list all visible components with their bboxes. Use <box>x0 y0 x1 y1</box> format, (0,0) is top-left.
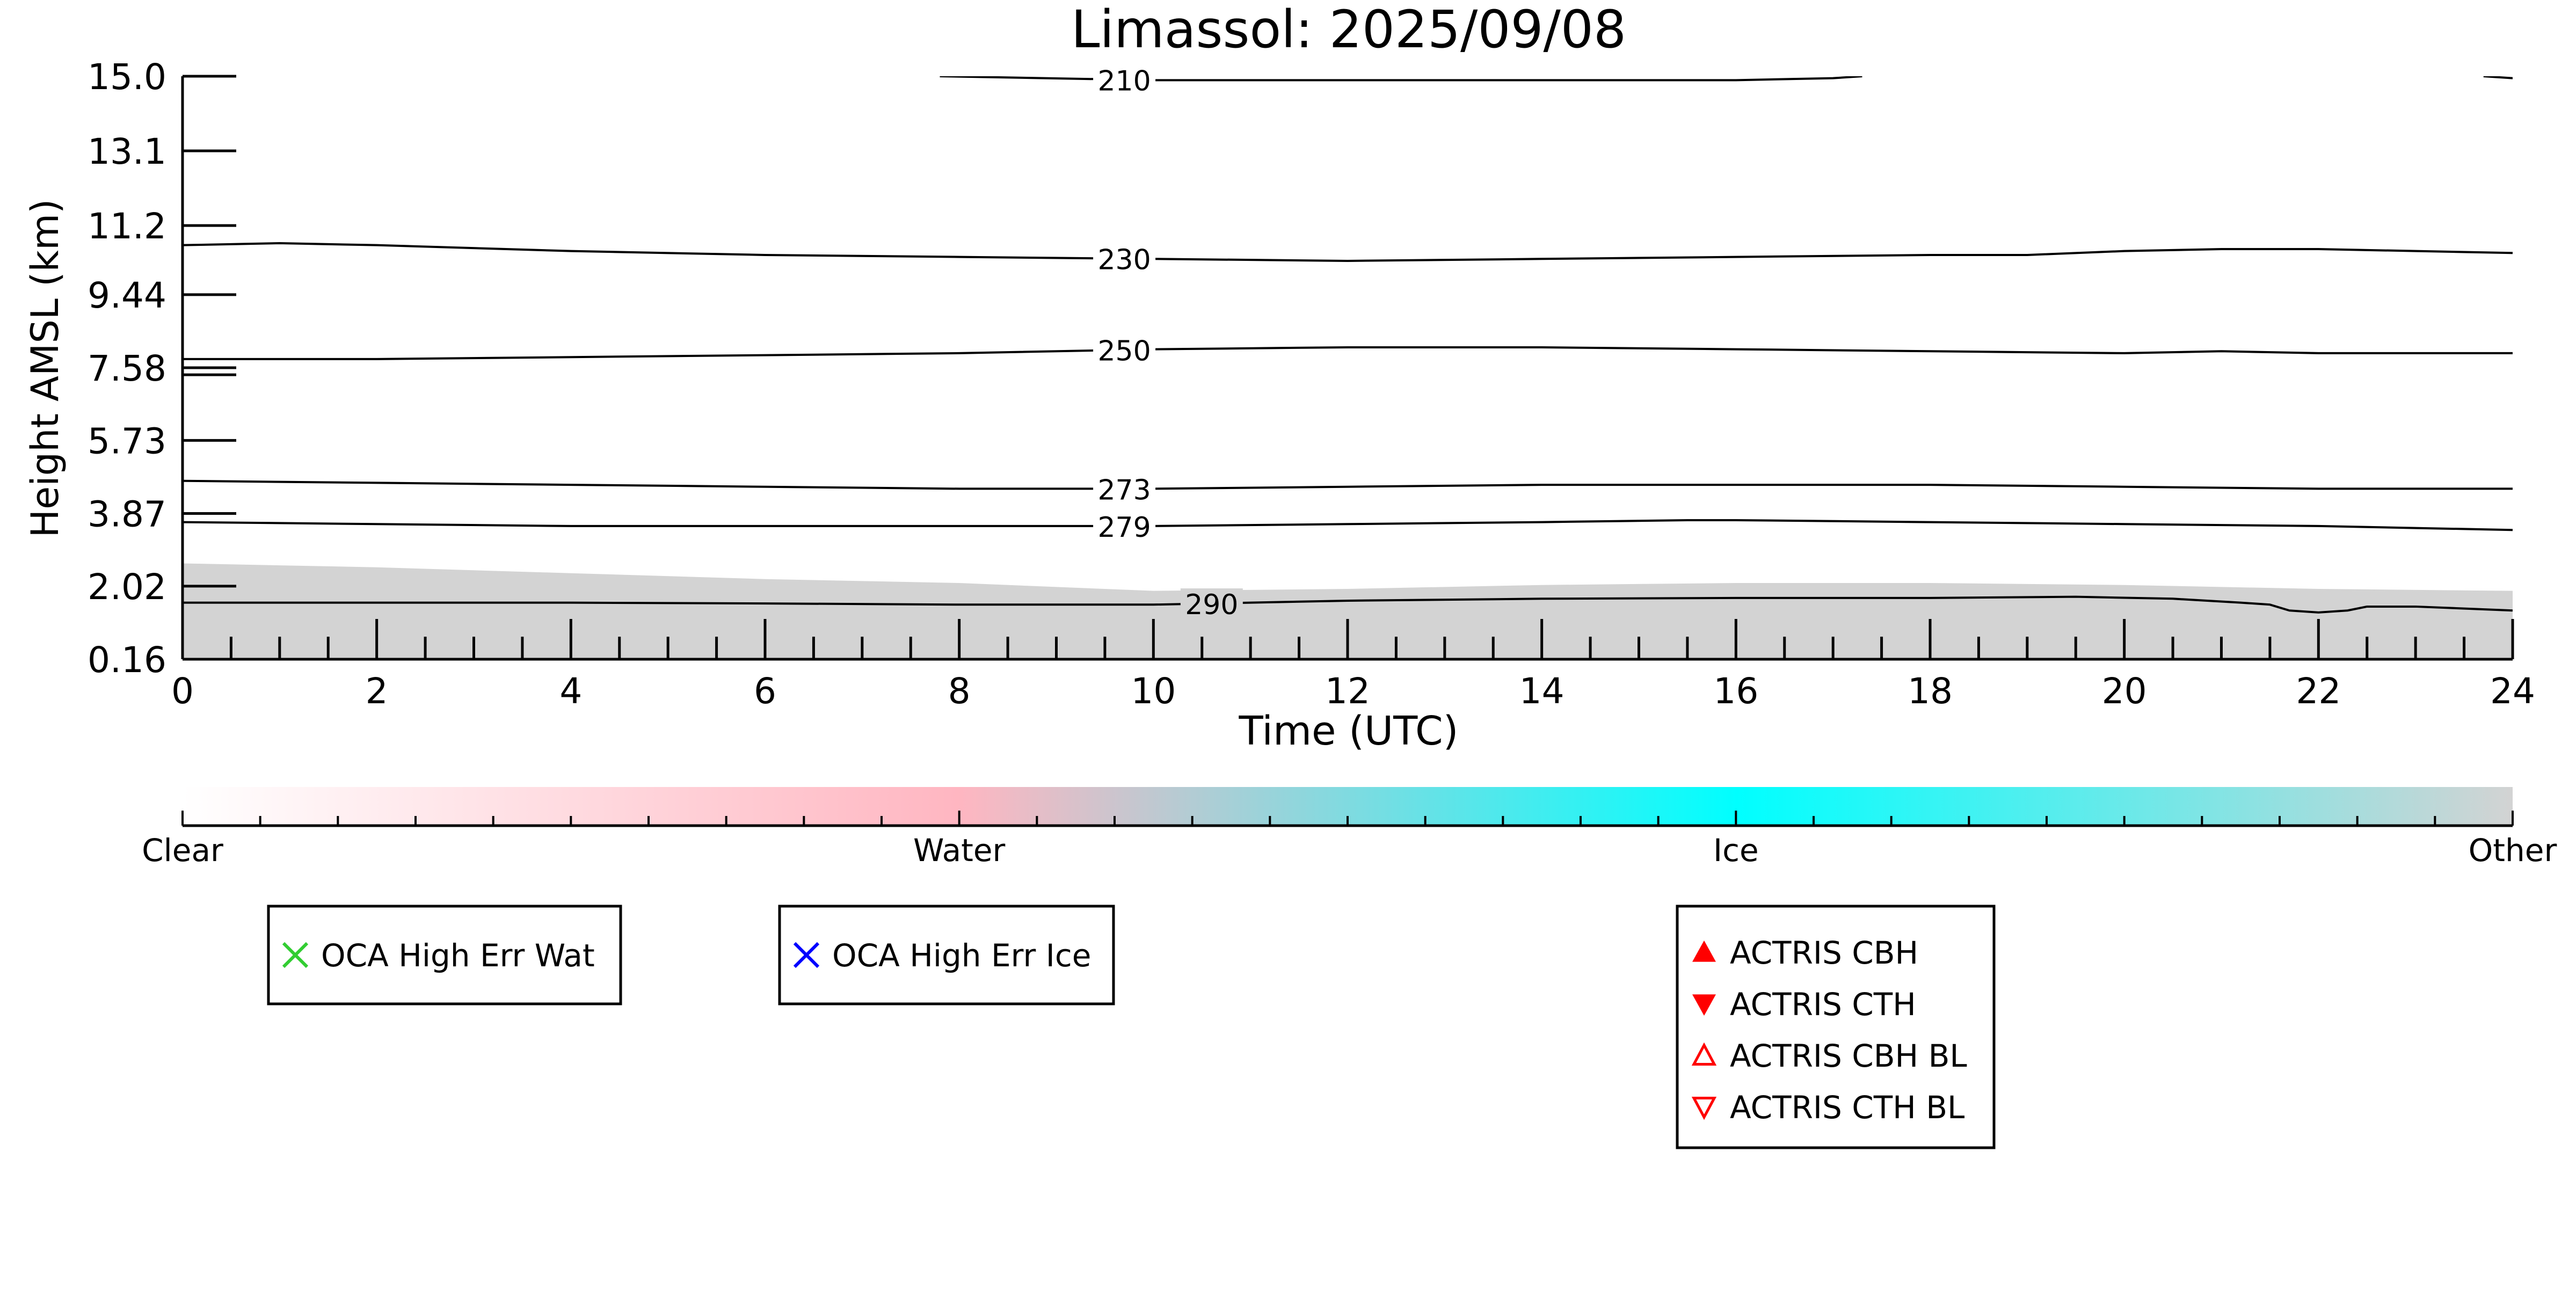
isotherm-line-210 <box>2483 76 2513 79</box>
isotherm-label: 279 <box>1097 512 1151 544</box>
legend-entry: OCA High Err Ice <box>793 937 1091 974</box>
isotherm-line-290 <box>183 595 2513 614</box>
legend-box: OCA High Err Ice <box>778 905 1115 1005</box>
x-tick-label: 0 <box>171 670 194 712</box>
colorbar-label: Clear <box>142 832 223 869</box>
isotherm-label-bg <box>1093 334 1156 365</box>
isotherm-line-230 <box>183 242 2513 262</box>
isotherm-label: 290 <box>1185 589 1238 621</box>
x-tick-label: 8 <box>948 670 971 712</box>
colorbar-label: Ice <box>1713 832 1759 869</box>
triangle-down-filled-icon <box>1692 994 1716 1016</box>
legend-label: ACTRIS CBH <box>1730 935 1918 971</box>
triangle-up-filled-icon <box>1692 941 1716 962</box>
isotherm-label-bg <box>1093 243 1156 274</box>
legend-frame <box>778 905 1115 1005</box>
triangle-down-open-icon <box>1691 1097 1717 1120</box>
legend-box: ACTRIS CBH ACTRIS CTH ACTRIS CBH BL ACTRIS … <box>1676 905 1996 1149</box>
x-tick-label: 2 <box>366 670 388 712</box>
x-tick-label: 24 <box>2490 670 2535 712</box>
legend-entry: ACTRIS CBH <box>1692 935 1918 971</box>
isotherm-label-bg <box>1093 511 1156 541</box>
y-tick-label: 5.73 <box>88 420 166 462</box>
legend-frame <box>267 905 622 1005</box>
isotherm-label: 273 <box>1097 474 1151 506</box>
legend-label: ACTRIS CBH BL <box>1730 1038 1967 1074</box>
legend-label: ACTRIS CTH <box>1730 986 1916 1023</box>
y-tick-label: 7.58 <box>88 348 166 389</box>
x-marker-icon <box>282 942 309 968</box>
legend-entry: ACTRIS CTH <box>1692 986 1916 1023</box>
isotherm-line-210 <box>940 76 1862 82</box>
y-tick-label: 13.1 <box>88 131 166 172</box>
x-tick-label: 22 <box>2296 670 2341 712</box>
isotherm-line-279 <box>183 519 2513 531</box>
legends: OCA High Err Wat OCA High Err Ice ACTRIS C… <box>267 905 1996 1149</box>
isotherm-label: 210 <box>1097 65 1151 97</box>
isotherm-label-bg <box>1093 64 1156 95</box>
isotherm-label-bg <box>1180 588 1243 619</box>
x-tick-label: 20 <box>2102 670 2147 712</box>
legend-label: OCA High Err Wat <box>321 937 595 974</box>
isotherm-label-bg <box>1093 473 1156 504</box>
isotherm-label: 250 <box>1097 336 1151 368</box>
legend-frame <box>1676 905 1996 1149</box>
x-tick-label: 4 <box>559 670 582 712</box>
x-tick-label: 14 <box>1519 670 1564 712</box>
x-tick-label: 6 <box>754 670 776 712</box>
y-tick-label: 9.44 <box>88 275 166 316</box>
legend-entry: OCA High Err Wat <box>282 937 595 974</box>
plot-area: 210 230 250 273 279 290 <box>183 64 2513 659</box>
isotherm-label: 230 <box>1097 244 1151 276</box>
legend-label: ACTRIS CTH BL <box>1730 1089 1964 1126</box>
y-tick-label: 15.0 <box>88 56 166 98</box>
x-marker-icon <box>793 942 820 968</box>
legend-entry: ACTRIS CTH BL <box>1691 1089 1964 1126</box>
legend-label: OCA High Err Ice <box>832 937 1091 974</box>
y-tick-label: 0.16 <box>88 639 166 681</box>
y-axis-label: Height AMSL (km) <box>23 199 67 538</box>
isotherm-line-250 <box>183 346 2513 360</box>
x-tick-label: 10 <box>1131 670 1176 712</box>
y-tick-label: 3.87 <box>88 494 166 535</box>
colorbar-label: Other <box>2469 832 2557 869</box>
y-tick-label: 11.2 <box>88 206 166 247</box>
legend-entry: ACTRIS CBH BL <box>1691 1038 1967 1074</box>
x-tick-label: 18 <box>1908 670 1953 712</box>
y-tick-label: 2.02 <box>88 566 166 608</box>
chart-title: Limassol: 2025/09/08 <box>1071 0 1626 60</box>
x-tick-label: 16 <box>1713 670 1758 712</box>
x-axis-label: Time (UTC) <box>1238 708 1458 754</box>
triangle-up-open-icon <box>1691 1042 1717 1066</box>
isotherm-line-273 <box>183 479 2513 490</box>
colorbar-label: Water <box>913 832 1006 869</box>
x-tick-label: 12 <box>1325 670 1370 712</box>
legend-box: OCA High Err Wat <box>267 905 622 1005</box>
colorbar: Clear Water Ice Other <box>142 787 2557 869</box>
